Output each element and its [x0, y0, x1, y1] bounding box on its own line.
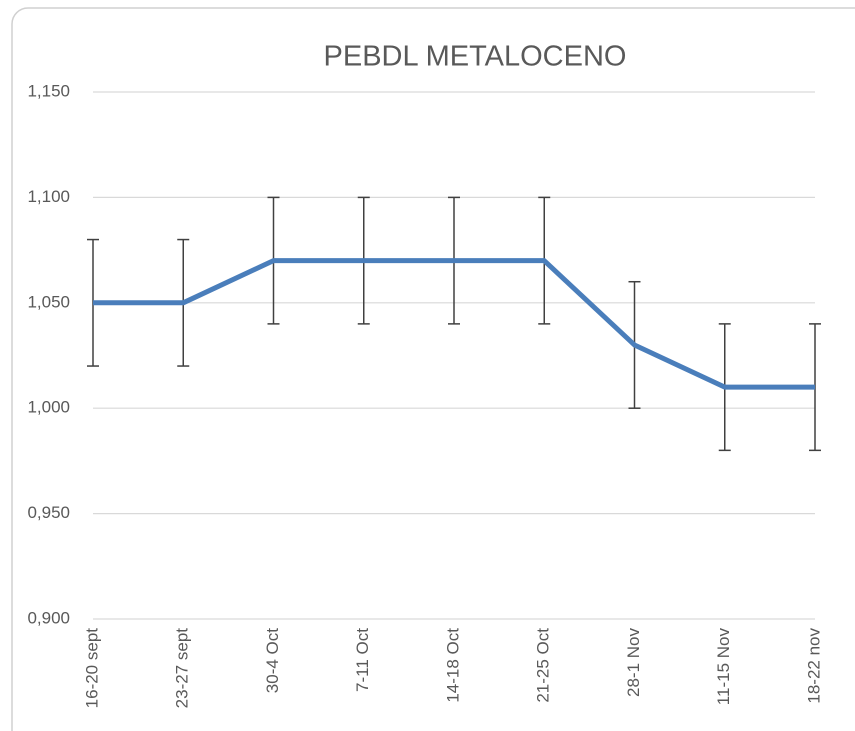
y-tick-label: 1,050 — [27, 292, 70, 311]
chart-card — [11, 7, 855, 731]
x-tick-label: 28-1 Nov — [624, 628, 643, 697]
x-tick-label: 7-11 Oct — [353, 628, 372, 692]
y-tick-label: 1,150 — [27, 81, 70, 100]
x-tick-label: 14-18 Oct — [443, 628, 462, 703]
x-tick-label: 21-25 Oct — [534, 628, 553, 703]
y-tick-label: 1,000 — [27, 398, 70, 417]
x-tick-label: 11-15 Nov — [714, 628, 733, 706]
x-tick-label: 23-27 sept — [173, 628, 192, 709]
y-tick-label: 0,950 — [27, 503, 70, 522]
series-line — [93, 258, 815, 390]
y-tick-label: 0,900 — [27, 608, 70, 627]
x-tick-label: 30-4 Oct — [263, 628, 282, 693]
x-tick-label: 18-22 nov — [804, 628, 823, 704]
x-tick-label: 16-20 sept — [82, 628, 101, 709]
y-tick-label: 1,100 — [27, 187, 70, 206]
chart-title: PEBDL METALOCENO — [324, 41, 627, 73]
